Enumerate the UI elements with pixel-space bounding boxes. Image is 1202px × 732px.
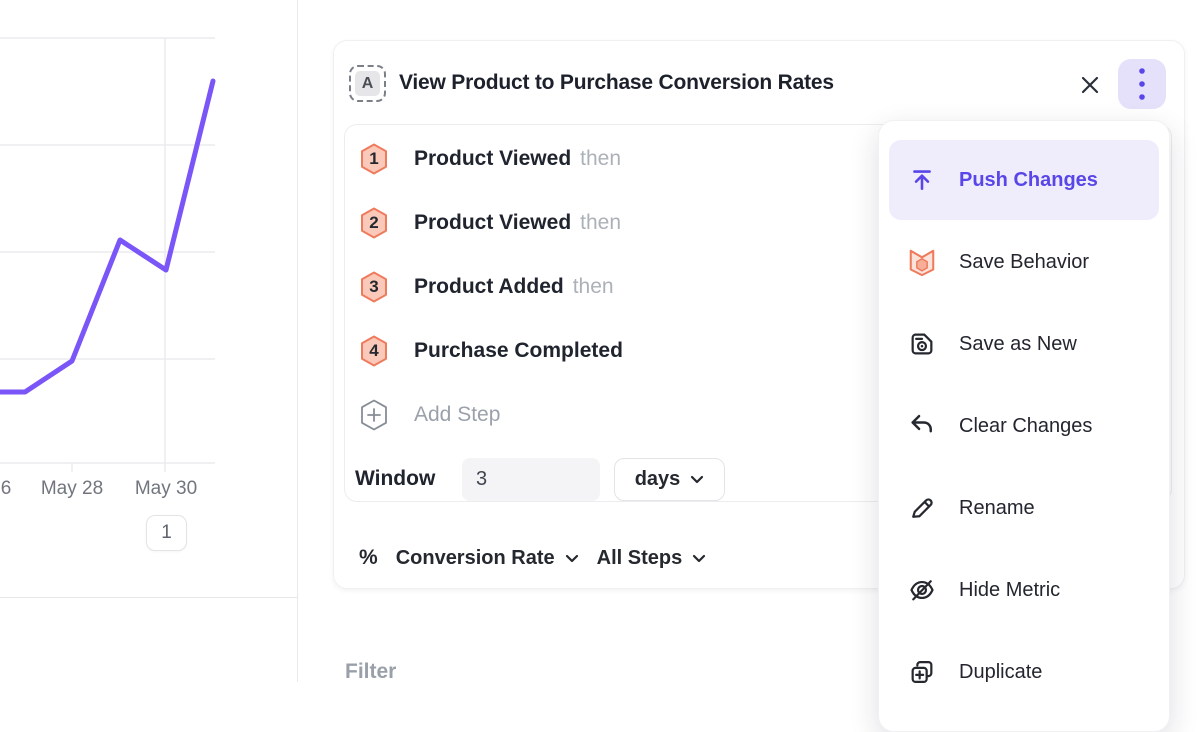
- push-changes-icon: [907, 165, 937, 195]
- window-label: Window: [355, 467, 436, 490]
- funnel-step-row[interactable]: 3 Product Added then: [345, 255, 1171, 319]
- step-number: 3: [369, 277, 379, 296]
- menu-item-label: Clear Changes: [959, 414, 1093, 437]
- menu-item-save-behavior[interactable]: Save Behavior: [889, 222, 1159, 302]
- steps-scope-dropdown[interactable]: All Steps: [597, 547, 707, 570]
- step-then-text: then: [580, 147, 622, 170]
- metric-letter-badge[interactable]: A: [349, 65, 386, 102]
- step-number-hexagon-icon: 4: [360, 335, 388, 367]
- metric-title: View Product to Purchase Conversion Rate…: [399, 71, 834, 94]
- step-then-text: then: [580, 211, 622, 234]
- eye-off-icon: [907, 575, 937, 605]
- step-number: 2: [369, 213, 379, 232]
- metric-card-header: A View Product to Purchase Conversion Ra…: [334, 41, 1184, 125]
- step-event-name: Purchase Completed: [414, 339, 623, 362]
- percent-symbol: %: [359, 546, 378, 569]
- funnel-step-row[interactable]: 4 Purchase Completed: [345, 319, 1171, 383]
- steps-scope-value: All Steps: [596, 546, 683, 569]
- step-number: 4: [369, 341, 379, 360]
- metric-context-menu: Push Changes Save Behavior Save as New: [878, 120, 1170, 732]
- filter-section-title: Filter: [345, 660, 397, 683]
- conversion-chart-svg: [0, 37, 216, 472]
- x-axis-tick-label: May 30: [134, 478, 198, 499]
- conversion-window-row: Window days: [345, 448, 1171, 510]
- step-number: 1: [369, 149, 379, 168]
- step-then-text: then: [572, 275, 614, 298]
- window-value-input[interactable]: [462, 457, 600, 501]
- pencil-icon: [907, 493, 937, 523]
- behavior-icon: [907, 247, 937, 277]
- funnel-step-row[interactable]: 1 Product Viewed then: [345, 127, 1171, 191]
- menu-item-label: Hide Metric: [959, 578, 1061, 601]
- metric-footer: % Conversion Rate All Steps: [359, 535, 706, 581]
- add-step-label: Add Step: [414, 403, 501, 426]
- x-axis-tick-label: 6: [0, 478, 12, 499]
- menu-item-clear-changes[interactable]: Clear Changes: [889, 386, 1159, 466]
- window-unit-value: days: [634, 467, 681, 490]
- close-button[interactable]: [1074, 69, 1106, 101]
- section-divider: [0, 597, 298, 598]
- undo-icon: [907, 411, 937, 441]
- step-number-hexagon-icon: 3: [360, 271, 388, 303]
- add-step-button[interactable]: Add Step: [345, 383, 1171, 447]
- menu-item-save-as-new[interactable]: Save as New: [889, 304, 1159, 384]
- menu-item-label: Save as New: [959, 332, 1077, 355]
- step-event-name: Product Viewed: [414, 147, 572, 170]
- menu-item-rename[interactable]: Rename: [889, 468, 1159, 548]
- save-as-new-icon: [907, 329, 937, 359]
- duplicate-icon: [907, 657, 937, 687]
- chevron-down-icon: [693, 554, 706, 562]
- menu-item-hide-metric[interactable]: Hide Metric: [889, 550, 1159, 630]
- metric-type-value: Conversion Rate: [395, 546, 555, 569]
- menu-item-label: Push Changes: [959, 168, 1098, 191]
- close-icon: [1081, 76, 1099, 94]
- pagination-page-button[interactable]: 1: [146, 515, 187, 551]
- chevron-down-icon: [691, 475, 704, 483]
- x-axis-tick-label: May 28: [40, 478, 104, 499]
- step-number-hexagon-icon: 1: [360, 143, 388, 175]
- menu-item-label: Duplicate: [959, 660, 1043, 683]
- step-event-name: Product Viewed: [414, 211, 572, 234]
- menu-item-push-changes[interactable]: Push Changes: [889, 140, 1159, 220]
- metric-type-dropdown[interactable]: Conversion Rate: [396, 547, 579, 570]
- step-number-hexagon-icon: 2: [360, 207, 388, 239]
- add-step-hexagon-plus-icon: [360, 399, 388, 431]
- menu-item-label: Save Behavior: [959, 250, 1090, 273]
- step-event-name: Product Added: [414, 275, 564, 298]
- menu-item-label: Rename: [959, 496, 1035, 519]
- metric-letter: A: [355, 71, 380, 96]
- chart-panel: 6 May 28 May 30 1: [0, 0, 298, 682]
- window-unit-select[interactable]: days: [614, 457, 725, 501]
- kebab-menu-icon: [1139, 68, 1145, 100]
- more-options-button[interactable]: [1118, 59, 1166, 109]
- funnel-step-row[interactable]: 2 Product Viewed then: [345, 191, 1171, 255]
- chevron-down-icon: [565, 554, 578, 562]
- menu-item-duplicate[interactable]: Duplicate: [889, 632, 1159, 712]
